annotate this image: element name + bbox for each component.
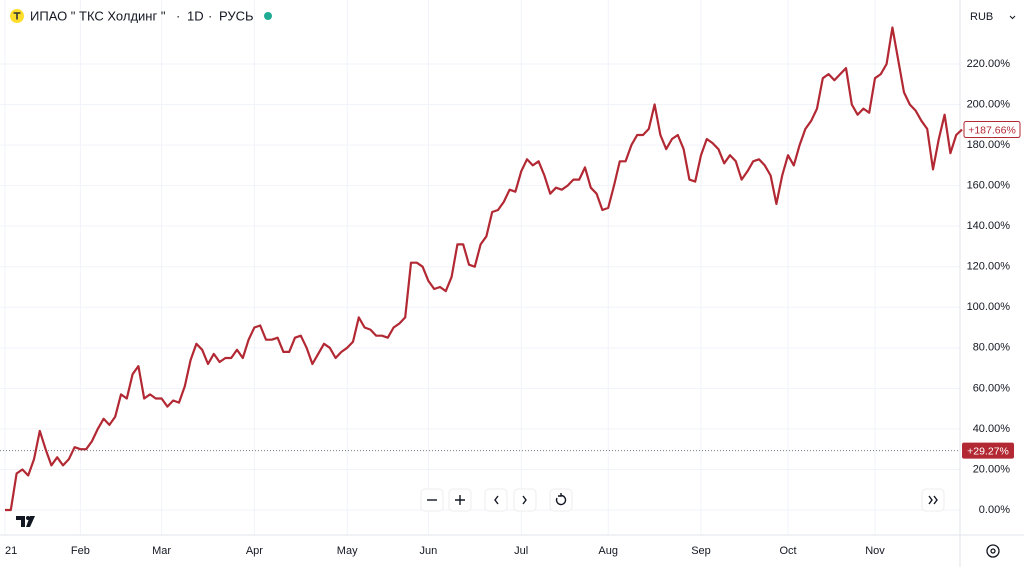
icon (455, 495, 465, 505)
y-tick-label: 40.00% (973, 423, 1011, 435)
scroll-right[interactable] (513, 488, 537, 512)
x-tick-label: Apr (246, 545, 263, 557)
y-tick-label: 20.00% (973, 463, 1011, 475)
x-tick-label: May (337, 545, 358, 557)
last-value-box (963, 121, 1021, 139)
y-tick-label: 140.00% (967, 220, 1011, 232)
last-value-label: +187.66% (968, 124, 1016, 136)
y-tick-label: 100.00% (967, 301, 1011, 313)
separator: · (208, 8, 212, 23)
scroll-left[interactable] (484, 488, 508, 512)
settings-icon-core (990, 548, 996, 554)
reference-label-box (962, 442, 1014, 459)
icon (522, 495, 527, 505)
header: ИПАО " ТКС Холдинг " · 1D · РУСЬ (10, 8, 272, 23)
nav-buttons[interactable] (420, 488, 945, 512)
settings-icon[interactable] (986, 544, 1000, 558)
reference-label: +29.27% (967, 445, 1009, 457)
logo-glyph (13, 12, 21, 20)
icon (494, 495, 499, 505)
x-tick-label: Feb (71, 545, 90, 557)
y-tick-label: 200.00% (967, 98, 1011, 110)
currency-selector[interactable]: RUB (963, 5, 1020, 29)
y-tick-label: 180.00% (967, 139, 1011, 151)
y-tick-label: 120.00% (967, 261, 1011, 273)
y-tick-label: 0.00% (979, 504, 1010, 516)
dropdown-arrow (1009, 15, 1016, 20)
currency[interactable]: RUB (970, 11, 993, 23)
x-tick-label: 21 (5, 545, 17, 557)
y-tick-label: 160.00% (967, 180, 1011, 192)
price-line (5, 26, 963, 512)
y-tick-label: 60.00% (973, 382, 1011, 394)
x-tick-label: Oct (779, 545, 796, 557)
settings[interactable] (986, 544, 1000, 558)
exchange: РУСЬ (219, 8, 254, 23)
separator: · (176, 8, 180, 23)
x-tick-label: Nov (865, 545, 885, 557)
x-tick-label: Aug (598, 545, 618, 557)
x-tick-label: Sep (691, 545, 711, 557)
y-tick-label: 220.00% (967, 58, 1011, 70)
icon (555, 493, 567, 506)
interval[interactable]: 1D (187, 8, 204, 23)
reset[interactable] (549, 488, 573, 512)
x-tick-label: Jun (420, 545, 438, 557)
x-tick-label: Mar (152, 545, 171, 557)
tv-logo (16, 516, 35, 527)
symbol-name[interactable]: ИПАО " ТКС Холдинг " (30, 8, 166, 23)
y-tick-label: 80.00% (973, 342, 1011, 354)
logo-dot (26, 516, 30, 520)
x-tick-label: Jul (514, 545, 528, 557)
grid (0, 0, 960, 535)
market-status (264, 12, 272, 20)
icon (928, 495, 938, 505)
logo (16, 516, 35, 527)
currency-button[interactable] (963, 5, 1020, 29)
plot (0, 26, 963, 512)
scroll-to-end[interactable] (921, 488, 945, 512)
